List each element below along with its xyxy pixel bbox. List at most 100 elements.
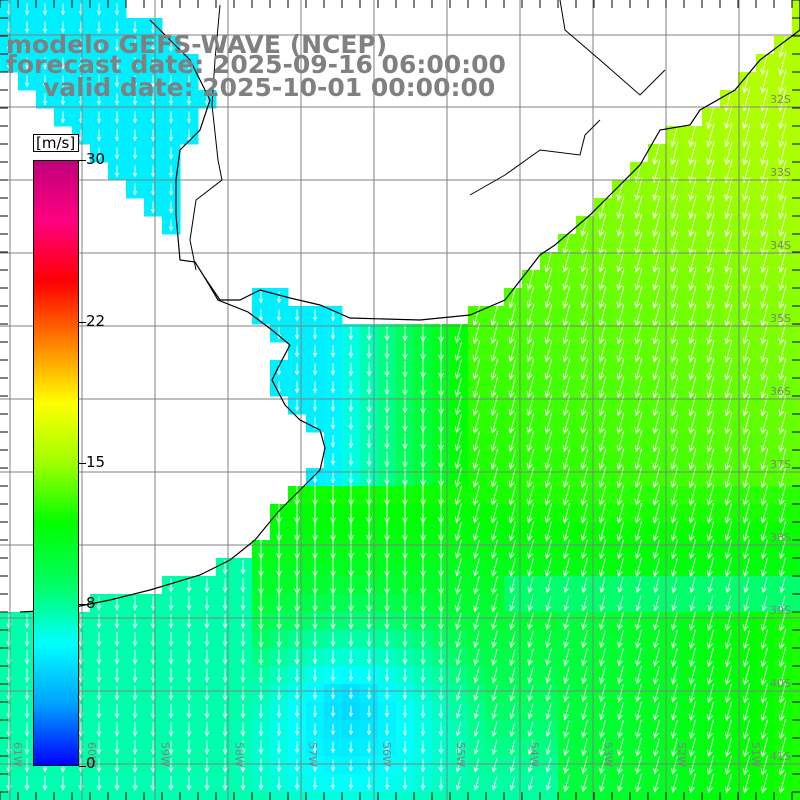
wind-vector-arrow [114, 722, 120, 737]
wind-vector-arrow [724, 213, 733, 238]
wind-vector-arrow [760, 358, 769, 381]
wind-vector-arrow [472, 467, 481, 488]
wind-vector-arrow [258, 291, 264, 304]
wind-speed-cell [540, 792, 559, 800]
wind-vector-arrow [742, 430, 751, 453]
wind-vector-arrow [599, 648, 606, 667]
wind-vector-arrow [544, 557, 552, 578]
wind-vector-arrow [294, 327, 300, 340]
wind-vector-arrow [150, 632, 156, 647]
wind-vector-arrow [150, 758, 156, 773]
wind-vector-arrow [312, 668, 318, 683]
wind-vector-arrow [562, 430, 571, 453]
wind-vector-arrow [150, 722, 156, 737]
wind-vector-arrow [670, 448, 679, 471]
wind-vector-arrow [670, 231, 679, 255]
wind-vector-arrow [24, 75, 30, 88]
wind-vector-arrow [581, 666, 588, 685]
wind-vector-arrow [491, 685, 498, 702]
wind-vector-arrow [294, 381, 300, 394]
wind-vector-arrow [384, 397, 390, 414]
wind-vector-arrow [725, 595, 732, 612]
wind-vector-arrow [366, 777, 372, 791]
wind-vector-arrow [420, 649, 426, 666]
colorbar-tick-mark [79, 160, 86, 161]
wind-vector-arrow [150, 776, 156, 791]
wind-vector-arrow [96, 3, 102, 16]
wind-vector-arrow [275, 594, 283, 613]
wind-vector-arrow [778, 665, 787, 686]
wind-vector-arrow [670, 430, 679, 453]
wind-vector-arrow [150, 686, 156, 701]
wind-vector-arrow [168, 578, 174, 593]
wind-vector-arrow [706, 105, 715, 130]
wind-vector-arrow [114, 75, 120, 88]
wind-vector-arrow [688, 376, 697, 399]
wind-vector-arrow [688, 683, 696, 704]
wind-vector-arrow [276, 309, 282, 322]
wind-vector-arrow [563, 666, 570, 685]
wind-vector-arrow [437, 576, 445, 596]
wind-speed-cell [792, 0, 800, 19]
wind-vector-arrow [420, 631, 426, 648]
wind-vector-arrow [150, 650, 156, 665]
wind-vector-arrow [438, 612, 444, 631]
wind-vector-arrow [24, 650, 30, 665]
wind-vector-arrow [706, 394, 715, 417]
wind-vector-arrow [186, 632, 192, 647]
wind-vector-arrow [544, 268, 553, 291]
wind-vector-arrow [706, 503, 715, 524]
wind-vector-arrow [455, 740, 462, 755]
wind-vector-arrow [508, 394, 517, 417]
wind-vector-arrow [168, 632, 174, 647]
wind-vector-arrow [348, 594, 354, 613]
wind-vector-arrow [168, 129, 174, 142]
wind-vector-arrow [742, 665, 750, 686]
wind-vector-arrow [634, 268, 643, 291]
wind-vector-arrow [724, 358, 733, 381]
wind-vector-arrow [580, 232, 589, 255]
wind-vector-arrow [491, 648, 498, 666]
wind-vector-arrow [635, 720, 642, 739]
wind-vector-arrow [490, 412, 499, 435]
coastline [19, 0, 800, 613]
wind-vector-arrow [580, 430, 589, 453]
wind-vector-arrow [419, 576, 427, 596]
wind-speed-cell [792, 198, 800, 217]
wind-vector-arrow [402, 686, 408, 701]
wind-vector-arrow [562, 232, 571, 255]
wind-speed-cell [666, 792, 685, 800]
wind-vector-arrow [742, 105, 751, 130]
wind-vector-arrow [509, 685, 516, 702]
wind-vector-arrow [617, 774, 624, 793]
wind-vector-arrow [366, 344, 372, 359]
wind-speed-cell [792, 180, 800, 199]
wind-vector-arrow [634, 213, 643, 237]
wind-vector-arrow [330, 759, 336, 772]
wind-speed-cell [792, 108, 800, 127]
wind-vector-arrow [599, 684, 606, 703]
wind-vector-arrow [599, 577, 606, 594]
wind-vector-arrow [240, 560, 246, 575]
wind-vector-arrow [491, 739, 498, 756]
wind-vector-arrow [724, 557, 732, 578]
wind-vector-arrow [634, 557, 642, 578]
wind-vector-arrow [348, 723, 354, 736]
wind-vector-arrow [653, 720, 660, 739]
wind-vector-arrow [490, 448, 499, 470]
wind-vector-arrow [438, 667, 444, 684]
wind-speed-cell [720, 792, 739, 800]
wind-vector-arrow [706, 249, 715, 273]
wind-vector-arrow [706, 737, 714, 758]
wind-vector-arrow [150, 704, 156, 719]
colorbar-tick-label: 8 [86, 594, 96, 612]
wind-speed-cell [756, 792, 775, 800]
wind-vector-arrow [778, 484, 787, 506]
wind-vector-arrow [455, 685, 462, 702]
wind-vector-arrow [653, 595, 660, 612]
wind-vector-arrow [509, 630, 516, 649]
wind-vector-arrow [724, 231, 733, 256]
wind-vector-arrow [60, 75, 66, 88]
wind-vector-arrow [653, 577, 660, 594]
